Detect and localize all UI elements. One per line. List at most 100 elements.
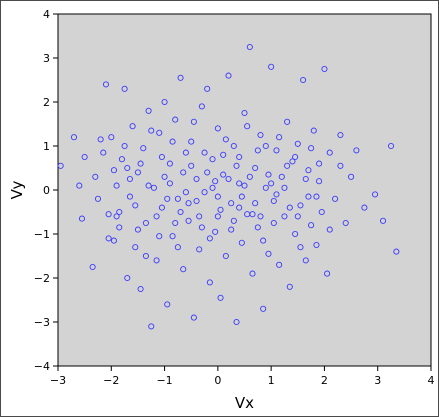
y-tick-label: 2: [43, 96, 50, 109]
data-point: [252, 200, 259, 207]
data-point: [116, 208, 123, 216]
data-point: [116, 224, 123, 231]
data-point: [220, 171, 227, 178]
data-point: [286, 283, 293, 290]
data-point: [57, 162, 64, 169]
data-point: [220, 151, 227, 158]
data-point: [148, 127, 155, 134]
data-point: [78, 215, 86, 222]
data-point: [164, 195, 171, 202]
data-point: [198, 103, 205, 110]
data-point: [177, 208, 184, 216]
x-tick-label: −1: [156, 374, 172, 387]
data-point: [246, 43, 253, 51]
data-point: [198, 224, 205, 231]
data-point: [190, 118, 197, 125]
data-point: [166, 160, 173, 167]
data-point: [174, 244, 181, 251]
data-point: [297, 244, 304, 251]
data-point: [387, 142, 395, 150]
data-point: [145, 182, 152, 189]
data-point: [150, 184, 157, 191]
data-point: [180, 169, 187, 176]
data-point: [124, 164, 131, 172]
data-point: [124, 274, 131, 282]
data-point: [177, 74, 184, 81]
data-point: [230, 142, 237, 150]
data-point: [337, 162, 344, 169]
data-point: [196, 213, 203, 220]
data-point: [126, 175, 133, 183]
data-point: [110, 237, 117, 244]
data-point: [161, 173, 168, 180]
data-point: [132, 202, 139, 209]
data-point: [302, 257, 309, 264]
data-point: [145, 107, 152, 114]
data-point: [222, 136, 229, 143]
data-point: [342, 219, 349, 227]
data-point: [105, 211, 112, 218]
data-point: [214, 213, 221, 220]
data-point: [233, 162, 240, 169]
y-tick-label: 3: [43, 52, 50, 65]
data-point: [236, 153, 243, 161]
y-tick-label: −1: [34, 228, 50, 241]
data-point: [254, 147, 261, 154]
y-axis-title: Vy: [8, 181, 26, 200]
data-point: [332, 195, 339, 202]
data-point: [156, 129, 163, 136]
data-point: [241, 109, 248, 117]
data-point: [249, 270, 256, 277]
data-point: [209, 156, 216, 163]
data-point: [217, 294, 224, 301]
data-point: [140, 145, 147, 152]
data-point: [297, 202, 304, 209]
data-point: [212, 228, 219, 235]
data-point: [318, 208, 325, 216]
data-point: [92, 173, 99, 180]
data-point: [284, 162, 291, 169]
data-point: [134, 226, 141, 233]
x-tick-label: 1: [268, 374, 275, 387]
data-point: [371, 191, 379, 198]
x-tick-label: −2: [103, 374, 119, 387]
data-point: [110, 167, 117, 174]
data-point: [260, 237, 267, 244]
data-point: [225, 72, 232, 79]
y-tick-label: −4: [34, 360, 50, 373]
data-point: [348, 173, 355, 180]
data-point: [281, 213, 288, 220]
data-point: [185, 200, 192, 207]
data-point: [302, 175, 309, 183]
data-point: [294, 140, 301, 147]
data-point: [313, 193, 320, 200]
data-point: [137, 160, 144, 167]
data-point: [164, 301, 171, 308]
data-point: [134, 169, 141, 176]
data-point: [326, 226, 333, 233]
plot-area: [57, 13, 432, 367]
data-point: [188, 162, 195, 169]
data-point: [206, 279, 213, 286]
x-axis-ticks: −3 −2 −1 0 1 2 3 4: [50, 366, 435, 387]
data-point: [97, 136, 104, 143]
data-point: [121, 142, 128, 150]
data-point: [180, 266, 187, 273]
data-point: [137, 285, 144, 293]
data-point: [217, 206, 224, 213]
data-point: [286, 204, 293, 211]
data-point: [393, 248, 400, 255]
data-point: [129, 123, 136, 130]
data-point: [225, 175, 232, 183]
data-point: [236, 204, 243, 211]
data-point: [294, 213, 301, 220]
data-point: [193, 197, 200, 205]
x-tick-label: 0: [214, 374, 221, 387]
data-point: [321, 65, 328, 73]
data-point: [142, 219, 149, 227]
data-point: [204, 169, 211, 176]
data-point: [228, 200, 235, 207]
data-point: [249, 211, 256, 218]
data-point: [300, 76, 307, 84]
